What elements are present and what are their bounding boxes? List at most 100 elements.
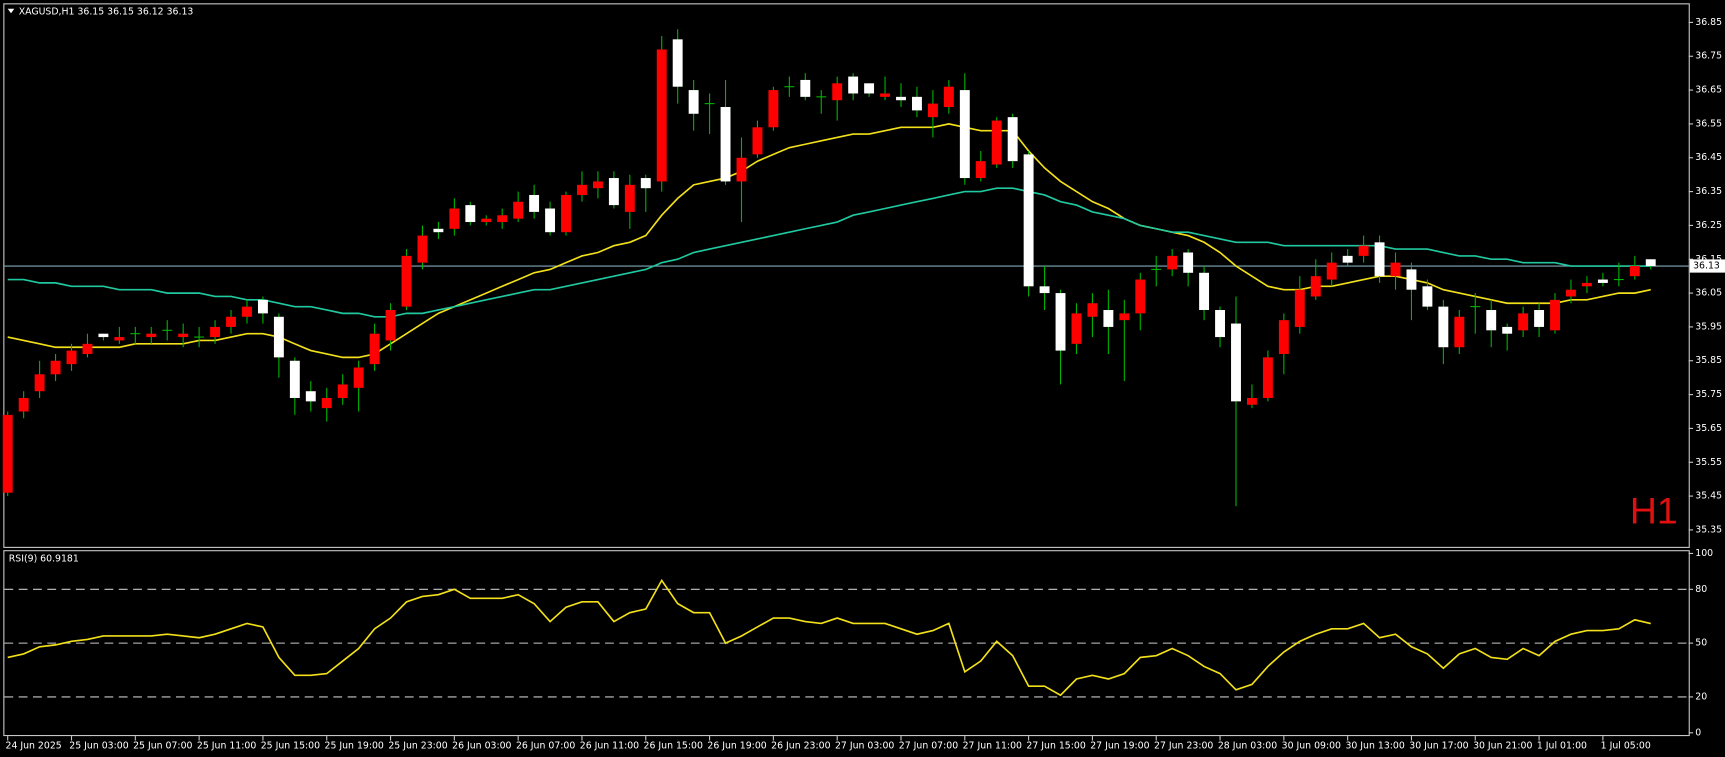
y-tick-label: 35.75 bbox=[1695, 389, 1722, 400]
x-tick-label: 30 Jun 21:00 bbox=[1473, 740, 1532, 751]
candle-body bbox=[513, 201, 524, 219]
x-tick-label: 1 Jul 05:00 bbox=[1601, 740, 1651, 751]
candle-body bbox=[114, 337, 125, 341]
candle-body bbox=[832, 83, 843, 101]
candle-body bbox=[289, 360, 300, 398]
candle-body bbox=[1374, 242, 1385, 277]
candle-body bbox=[353, 367, 364, 388]
x-tick-label: 30 Jun 13:00 bbox=[1345, 740, 1404, 751]
chart-title: XAGUSD,H1 36.15 36.15 36.12 36.13 bbox=[19, 7, 194, 18]
candle-body bbox=[1135, 279, 1146, 314]
candle-body bbox=[545, 208, 556, 233]
candle-body bbox=[640, 178, 651, 189]
candle-body bbox=[577, 184, 587, 195]
candle-body bbox=[1310, 276, 1321, 297]
candle-body bbox=[1645, 259, 1656, 267]
candle-body bbox=[1454, 316, 1465, 348]
candle-body bbox=[1566, 289, 1576, 297]
rsi-tick-label: 80 bbox=[1695, 584, 1707, 595]
candle-body bbox=[1278, 320, 1289, 354]
candle-body bbox=[1406, 269, 1417, 290]
candle-body bbox=[401, 255, 412, 307]
candle-body bbox=[417, 235, 428, 263]
x-tick-label: 26 Jun 15:00 bbox=[644, 740, 703, 751]
candle-body bbox=[1055, 293, 1066, 351]
x-tick-label: 26 Jun 11:00 bbox=[580, 740, 639, 751]
candle-body bbox=[656, 49, 667, 182]
y-tick-label: 36.45 bbox=[1695, 152, 1722, 163]
candle-body bbox=[1007, 117, 1018, 162]
rsi-tick-label: 50 bbox=[1695, 638, 1707, 649]
candle-body bbox=[1390, 262, 1401, 277]
candle-body bbox=[720, 107, 731, 182]
candle-body bbox=[864, 83, 875, 94]
candle-body bbox=[1231, 323, 1241, 402]
candle-body bbox=[82, 343, 93, 354]
y-tick-label: 35.35 bbox=[1695, 524, 1722, 535]
candle-body bbox=[943, 86, 954, 108]
rsi-tick-label: 20 bbox=[1695, 691, 1707, 702]
y-tick-label: 36.25 bbox=[1695, 220, 1722, 231]
x-tick-label: 30 Jun 17:00 bbox=[1409, 740, 1468, 751]
candle-body bbox=[337, 384, 348, 398]
timeframe-label: H1 bbox=[1630, 490, 1678, 532]
candle-body bbox=[433, 228, 444, 233]
candle-body bbox=[34, 374, 45, 392]
candle-body bbox=[1629, 266, 1640, 277]
y-tick-label: 35.55 bbox=[1695, 457, 1722, 468]
candle-body bbox=[1167, 255, 1178, 270]
candle-body bbox=[1103, 310, 1114, 327]
x-tick-label: 28 Jun 03:00 bbox=[1218, 740, 1277, 751]
candle-body bbox=[880, 93, 891, 97]
candle-body bbox=[1422, 286, 1433, 307]
candle-body bbox=[1326, 262, 1337, 280]
candle-body bbox=[449, 208, 460, 229]
candle-body bbox=[752, 127, 763, 155]
x-tick-label: 27 Jun 23:00 bbox=[1154, 740, 1213, 751]
x-tick-label: 26 Jun 19:00 bbox=[707, 740, 766, 751]
candle-body bbox=[1358, 245, 1369, 256]
candle-body bbox=[273, 316, 284, 358]
candle-body bbox=[991, 120, 1002, 165]
x-tick-label: 30 Jun 09:00 bbox=[1282, 740, 1341, 751]
y-tick-label: 35.95 bbox=[1695, 321, 1722, 332]
candle-body bbox=[242, 306, 252, 317]
candle-body bbox=[592, 181, 603, 189]
candle-body bbox=[1438, 306, 1449, 348]
candle-body bbox=[1550, 299, 1560, 331]
candle-body bbox=[561, 194, 571, 233]
x-tick-label: 26 Jun 23:00 bbox=[771, 740, 830, 751]
candle-body bbox=[672, 39, 683, 87]
y-tick-label: 36.35 bbox=[1695, 186, 1722, 197]
candle-body bbox=[1342, 255, 1353, 263]
candle-body bbox=[178, 333, 189, 338]
candle-body bbox=[481, 218, 492, 223]
candle-body bbox=[848, 76, 859, 94]
x-tick-label: 27 Jun 15:00 bbox=[1026, 740, 1085, 751]
candle-body bbox=[927, 103, 938, 118]
candle-body bbox=[1215, 310, 1225, 338]
candle-body bbox=[1597, 279, 1608, 283]
candle-body bbox=[959, 90, 970, 179]
candle-body bbox=[896, 96, 906, 101]
x-tick-label: 1 Jul 01:00 bbox=[1537, 740, 1587, 751]
candle-body bbox=[146, 333, 157, 338]
candle-body bbox=[1199, 272, 1210, 311]
candle-body bbox=[1246, 397, 1257, 405]
candle-body bbox=[529, 194, 540, 212]
current-price-label: 36.13 bbox=[1693, 261, 1720, 272]
rsi-tick-label: 100 bbox=[1695, 548, 1713, 559]
x-tick-label: 25 Jun 07:00 bbox=[133, 740, 192, 751]
candle-body bbox=[497, 215, 508, 223]
candle-body bbox=[1087, 303, 1098, 317]
menu-arrow bbox=[7, 8, 15, 14]
y-tick-label: 36.05 bbox=[1695, 288, 1722, 299]
x-tick-label: 25 Jun 11:00 bbox=[197, 740, 256, 751]
candle-body bbox=[305, 391, 316, 402]
candle-body bbox=[1039, 286, 1050, 294]
candle-body bbox=[1183, 252, 1194, 273]
candle-body bbox=[975, 161, 986, 179]
